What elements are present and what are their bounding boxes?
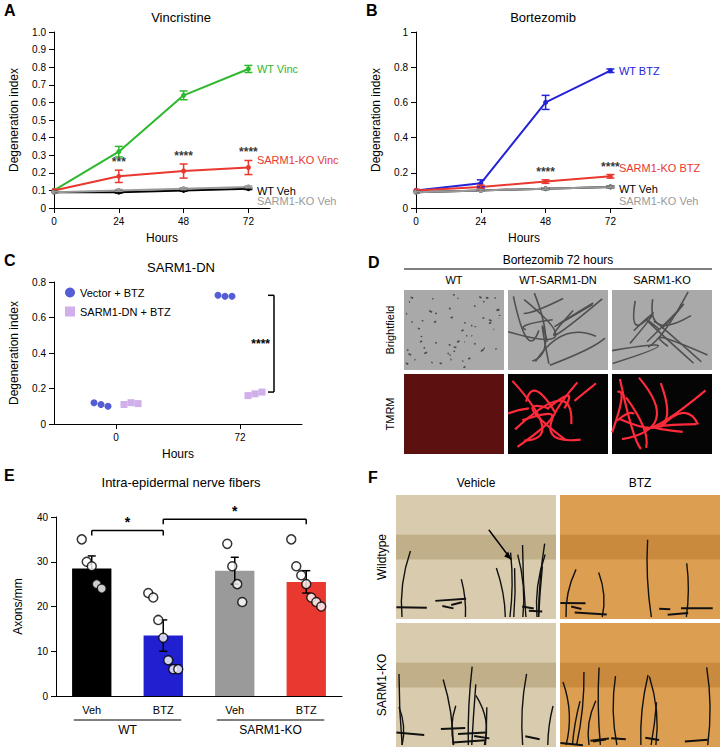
svg-text:Vehicle: Vehicle	[457, 476, 496, 490]
svg-text:10: 10	[37, 646, 49, 657]
svg-text:0.6: 0.6	[394, 97, 408, 108]
svg-text:SARM1-KO Veh: SARM1-KO Veh	[257, 195, 336, 207]
svg-text:WT: WT	[445, 274, 462, 286]
svg-text:B: B	[366, 2, 378, 19]
svg-text:48: 48	[178, 216, 190, 227]
svg-text:0: 0	[40, 203, 46, 214]
svg-text:E: E	[4, 467, 15, 484]
svg-text:0: 0	[40, 419, 46, 430]
svg-text:0.8: 0.8	[394, 62, 408, 73]
svg-text:SARM1-KO: SARM1-KO	[633, 274, 691, 286]
svg-text:72: 72	[234, 432, 246, 443]
svg-text:Intra-epidermal nerve fibers: Intra-epidermal nerve fibers	[102, 475, 261, 490]
svg-text:SARM1-KO BTZ: SARM1-KO BTZ	[619, 162, 701, 174]
svg-text:C: C	[4, 252, 16, 269]
svg-text:48: 48	[540, 216, 552, 227]
svg-text:Vector + BTZ: Vector + BTZ	[80, 287, 145, 299]
svg-text:****: ****	[239, 145, 258, 159]
svg-text:30: 30	[37, 556, 49, 567]
svg-text:0: 0	[413, 216, 419, 227]
svg-text:Hours: Hours	[508, 231, 540, 245]
svg-text:0.8: 0.8	[32, 62, 46, 73]
svg-text:Veh: Veh	[82, 704, 101, 716]
svg-text:Vincristine: Vincristine	[151, 10, 211, 25]
svg-text:WT: WT	[118, 723, 137, 737]
svg-text:Axons/mm: Axons/mm	[11, 578, 25, 635]
svg-text:0.3: 0.3	[32, 150, 46, 161]
svg-text:0.6: 0.6	[32, 312, 46, 323]
svg-text:SARM1-KO: SARM1-KO	[239, 723, 302, 737]
svg-text:*: *	[125, 514, 131, 530]
svg-text:SARM1-KO: SARM1-KO	[375, 654, 389, 717]
svg-text:1.0: 1.0	[32, 27, 46, 38]
svg-text:BTZ: BTZ	[296, 704, 317, 716]
svg-text:A: A	[4, 2, 16, 19]
svg-text:0.2: 0.2	[32, 167, 46, 178]
svg-text:0.4: 0.4	[32, 348, 46, 359]
svg-text:WT Vinc: WT Vinc	[257, 63, 299, 75]
svg-text:TMRM: TMRM	[384, 398, 396, 431]
svg-text:0.1: 0.1	[32, 185, 46, 196]
svg-text:*: *	[232, 503, 238, 519]
svg-text:SARM1-DN: SARM1-DN	[147, 260, 215, 275]
svg-text:0.6: 0.6	[32, 97, 46, 108]
svg-text:24: 24	[475, 216, 487, 227]
svg-text:WT BTZ: WT BTZ	[619, 65, 660, 77]
svg-text:SARM1-KO Veh: SARM1-KO Veh	[619, 195, 698, 207]
svg-text:0.9: 0.9	[32, 44, 46, 55]
svg-text:Hours: Hours	[162, 447, 194, 461]
svg-text:0.2: 0.2	[394, 167, 408, 178]
svg-text:0: 0	[113, 432, 119, 443]
svg-text:Degeneration index: Degeneration index	[7, 68, 21, 172]
svg-text:24: 24	[113, 216, 125, 227]
svg-text:0.5: 0.5	[32, 115, 46, 126]
svg-text:BTZ: BTZ	[153, 704, 174, 716]
svg-text:40: 40	[37, 512, 49, 523]
svg-text:SARM1-DN + BTZ: SARM1-DN + BTZ	[80, 306, 171, 318]
svg-text:0: 0	[402, 203, 408, 214]
svg-text:0.4: 0.4	[32, 132, 46, 143]
svg-text:****: ****	[251, 337, 270, 351]
svg-text:0: 0	[42, 691, 48, 702]
svg-text:F: F	[368, 469, 378, 486]
svg-text:0.4: 0.4	[394, 132, 408, 143]
svg-text:Bortezomib: Bortezomib	[510, 10, 576, 25]
svg-text:Degeneration index: Degeneration index	[369, 68, 383, 172]
svg-text:Bortezomib 72 hours: Bortezomib 72 hours	[503, 253, 614, 267]
svg-text:****: ****	[174, 149, 193, 163]
svg-text:0.8: 0.8	[32, 277, 46, 288]
svg-text:0: 0	[51, 216, 57, 227]
svg-text:20: 20	[37, 601, 49, 612]
svg-text:Brightfield: Brightfield	[384, 306, 396, 355]
svg-text:72: 72	[243, 216, 255, 227]
svg-text:1: 1	[402, 27, 408, 38]
svg-text:***: ***	[112, 155, 126, 169]
svg-text:72: 72	[605, 216, 617, 227]
svg-text:0.2: 0.2	[32, 383, 46, 394]
svg-text:Wildtype: Wildtype	[375, 534, 389, 580]
svg-text:SARM1-KO Vinc: SARM1-KO Vinc	[257, 154, 339, 166]
svg-text:BTZ: BTZ	[629, 476, 652, 490]
svg-text:****: ****	[601, 160, 620, 174]
svg-text:****: ****	[536, 165, 555, 179]
svg-text:WT Veh: WT Veh	[619, 183, 658, 195]
svg-text:Hours: Hours	[146, 231, 178, 245]
svg-text:0.7: 0.7	[32, 79, 46, 90]
svg-text:Degeneration index: Degeneration index	[7, 301, 21, 405]
svg-text:WT Veh: WT Veh	[256, 184, 296, 197]
svg-text:D: D	[368, 254, 380, 271]
svg-text:WT-SARM1-DN: WT-SARM1-DN	[519, 274, 597, 286]
svg-text:Veh: Veh	[225, 704, 244, 716]
